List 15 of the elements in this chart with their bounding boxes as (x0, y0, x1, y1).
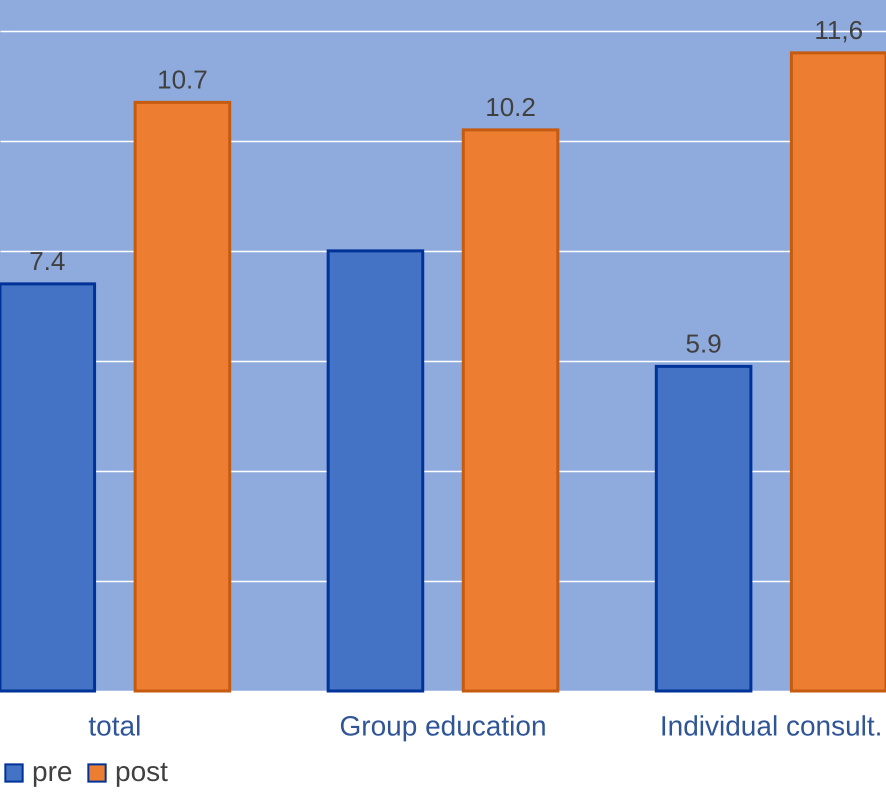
bar (462, 128, 560, 692)
bar (134, 100, 232, 692)
bar (326, 249, 424, 692)
x-tick-label: total (88, 710, 142, 742)
bar (790, 51, 886, 692)
x-tick-label: Individual consult. (660, 710, 882, 742)
bar (654, 364, 752, 692)
data-label: 5.9 (686, 328, 722, 358)
x-tick-label: Group education (339, 710, 547, 742)
bar (0, 282, 96, 692)
data-label: 10.2 (485, 92, 536, 122)
legend-label: post (115, 756, 168, 787)
legend-label: pre (32, 756, 72, 787)
data-label: 7.4 (29, 246, 66, 276)
data-label: 10.7 (157, 64, 208, 94)
